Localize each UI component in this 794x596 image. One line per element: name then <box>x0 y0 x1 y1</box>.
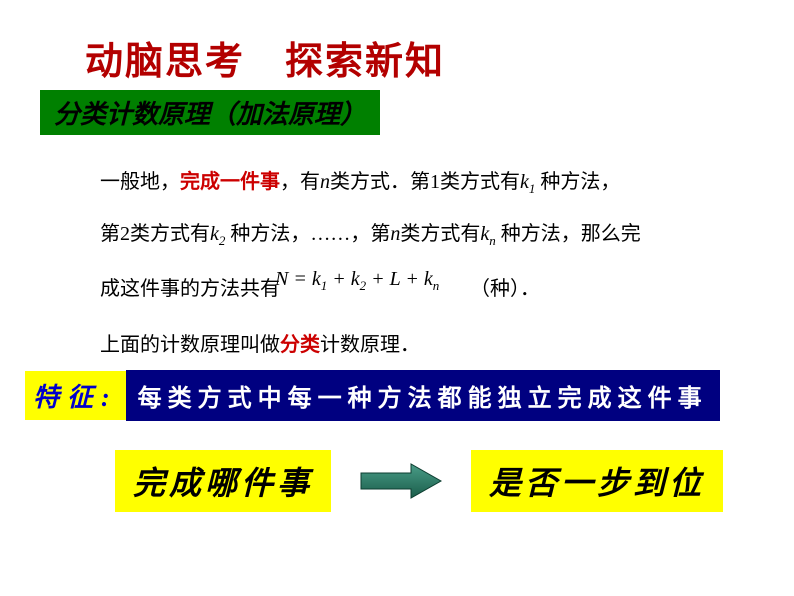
var-n: n <box>390 223 400 245</box>
body-line-2: 第2类方式有k2 种方法，……，第n类方式有kn 种方法，那么完 <box>100 217 641 249</box>
page-title: 动脑思考 探索新知 <box>85 30 445 85</box>
var-k: k <box>520 171 529 193</box>
text: 类方式有 <box>400 223 480 245</box>
emphasis-text: 分类 <box>280 334 320 356</box>
subtitle: 分类计数原理（加法原理） <box>54 100 366 129</box>
formula-note: （种）． <box>470 272 540 301</box>
sub-n: n <box>433 278 440 293</box>
bottom-left-box: 完成哪件事 <box>115 450 331 512</box>
text: 上面的计数原理叫做 <box>100 334 280 356</box>
text: 类方式．第1类方式有 <box>330 171 520 193</box>
text: 种方法，那么完 <box>496 223 641 245</box>
var-kn: k <box>480 223 489 245</box>
formula-part: = k <box>288 268 320 290</box>
formula: N = k1 + k2 + L + kn <box>275 268 439 294</box>
arrow-icon <box>356 461 446 501</box>
text: 种方法， <box>535 171 620 193</box>
formula-part: + k <box>327 268 359 290</box>
feature-text: 每类方式中每一种方法都能独立完成这件事 <box>126 370 720 421</box>
body-line-1: 一般地，完成一件事，有n类方式．第1类方式有k1 种方法， <box>100 165 620 197</box>
text: ，有 <box>280 171 320 193</box>
text: 计数原理． <box>320 334 420 356</box>
text: 一般地， <box>100 171 180 193</box>
bottom-right-box: 是否一步到位 <box>471 450 723 512</box>
var-n: n <box>320 171 330 193</box>
body-line-4: 上面的计数原理叫做分类计数原理． <box>100 328 420 357</box>
var-N: N <box>275 268 288 290</box>
emphasis-text: 完成一件事 <box>180 171 280 193</box>
bottom-row: 完成哪件事 是否一步到位 <box>115 450 723 512</box>
feature-row: 特征: 每类方式中每一种方法都能独立完成这件事 <box>25 370 720 421</box>
body-line-3: 成这件事的方法共有 <box>100 272 280 301</box>
formula-part: + L + k <box>366 268 433 290</box>
subtitle-box: 分类计数原理（加法原理） <box>40 90 380 135</box>
feature-label: 特征: <box>25 371 126 420</box>
text: 第2类方式有 <box>100 223 210 245</box>
var-k: k <box>210 223 219 245</box>
text: 种方法，……，第 <box>225 223 390 245</box>
